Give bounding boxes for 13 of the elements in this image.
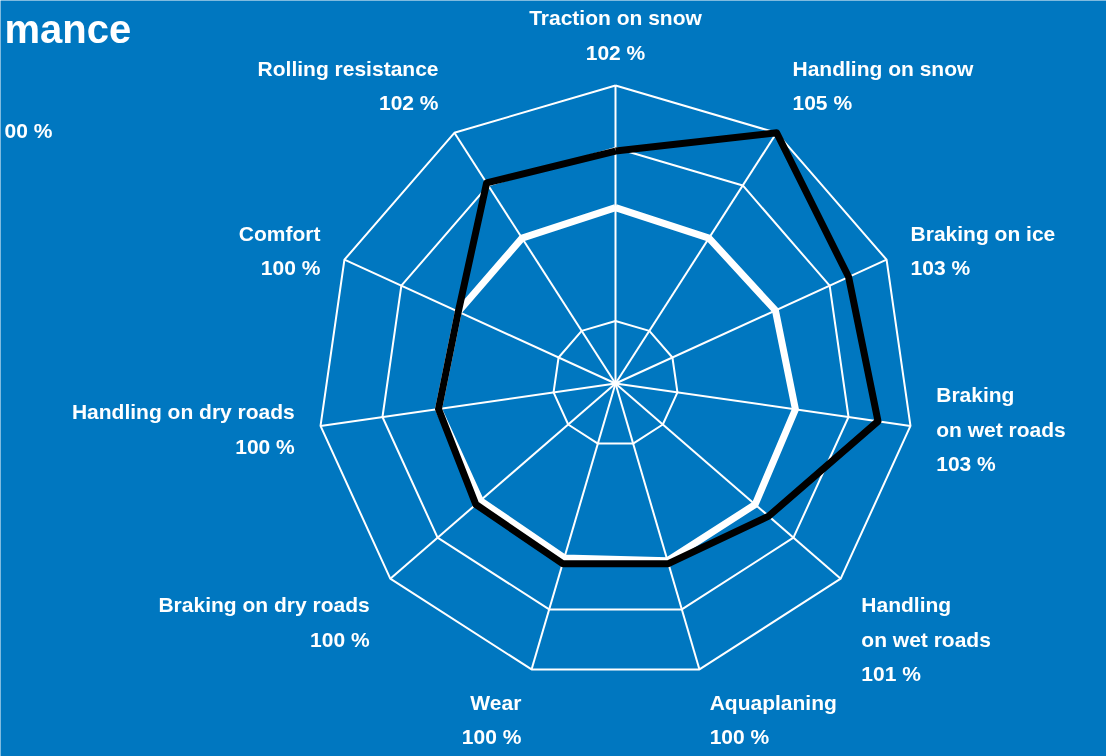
- spoke-label: Traction on snow 102 %: [529, 6, 703, 64]
- spoke-label: Braking on wet roads 103 %: [936, 383, 1066, 476]
- spoke-label: Handling on wet roads 101 %: [861, 593, 991, 686]
- text: 00 %: [4, 119, 53, 142]
- spoke-label: Comfort 100 %: [238, 221, 321, 280]
- spoke-label: Handling on snow 105 %: [792, 56, 974, 115]
- spoke-label: Aquaplaning 100 %: [709, 690, 837, 749]
- spoke-label: Wear 100 %: [461, 690, 522, 749]
- chart-title: mance: [4, 6, 132, 51]
- spoke-label: Handling on dry roads 100 %: [71, 400, 296, 458]
- spoke-label: Rolling resistance 102 %: [257, 56, 439, 115]
- spoke-label: Braking on dry roads 100 %: [158, 593, 370, 651]
- spoke-label: Braking on ice 103 %: [910, 221, 1056, 280]
